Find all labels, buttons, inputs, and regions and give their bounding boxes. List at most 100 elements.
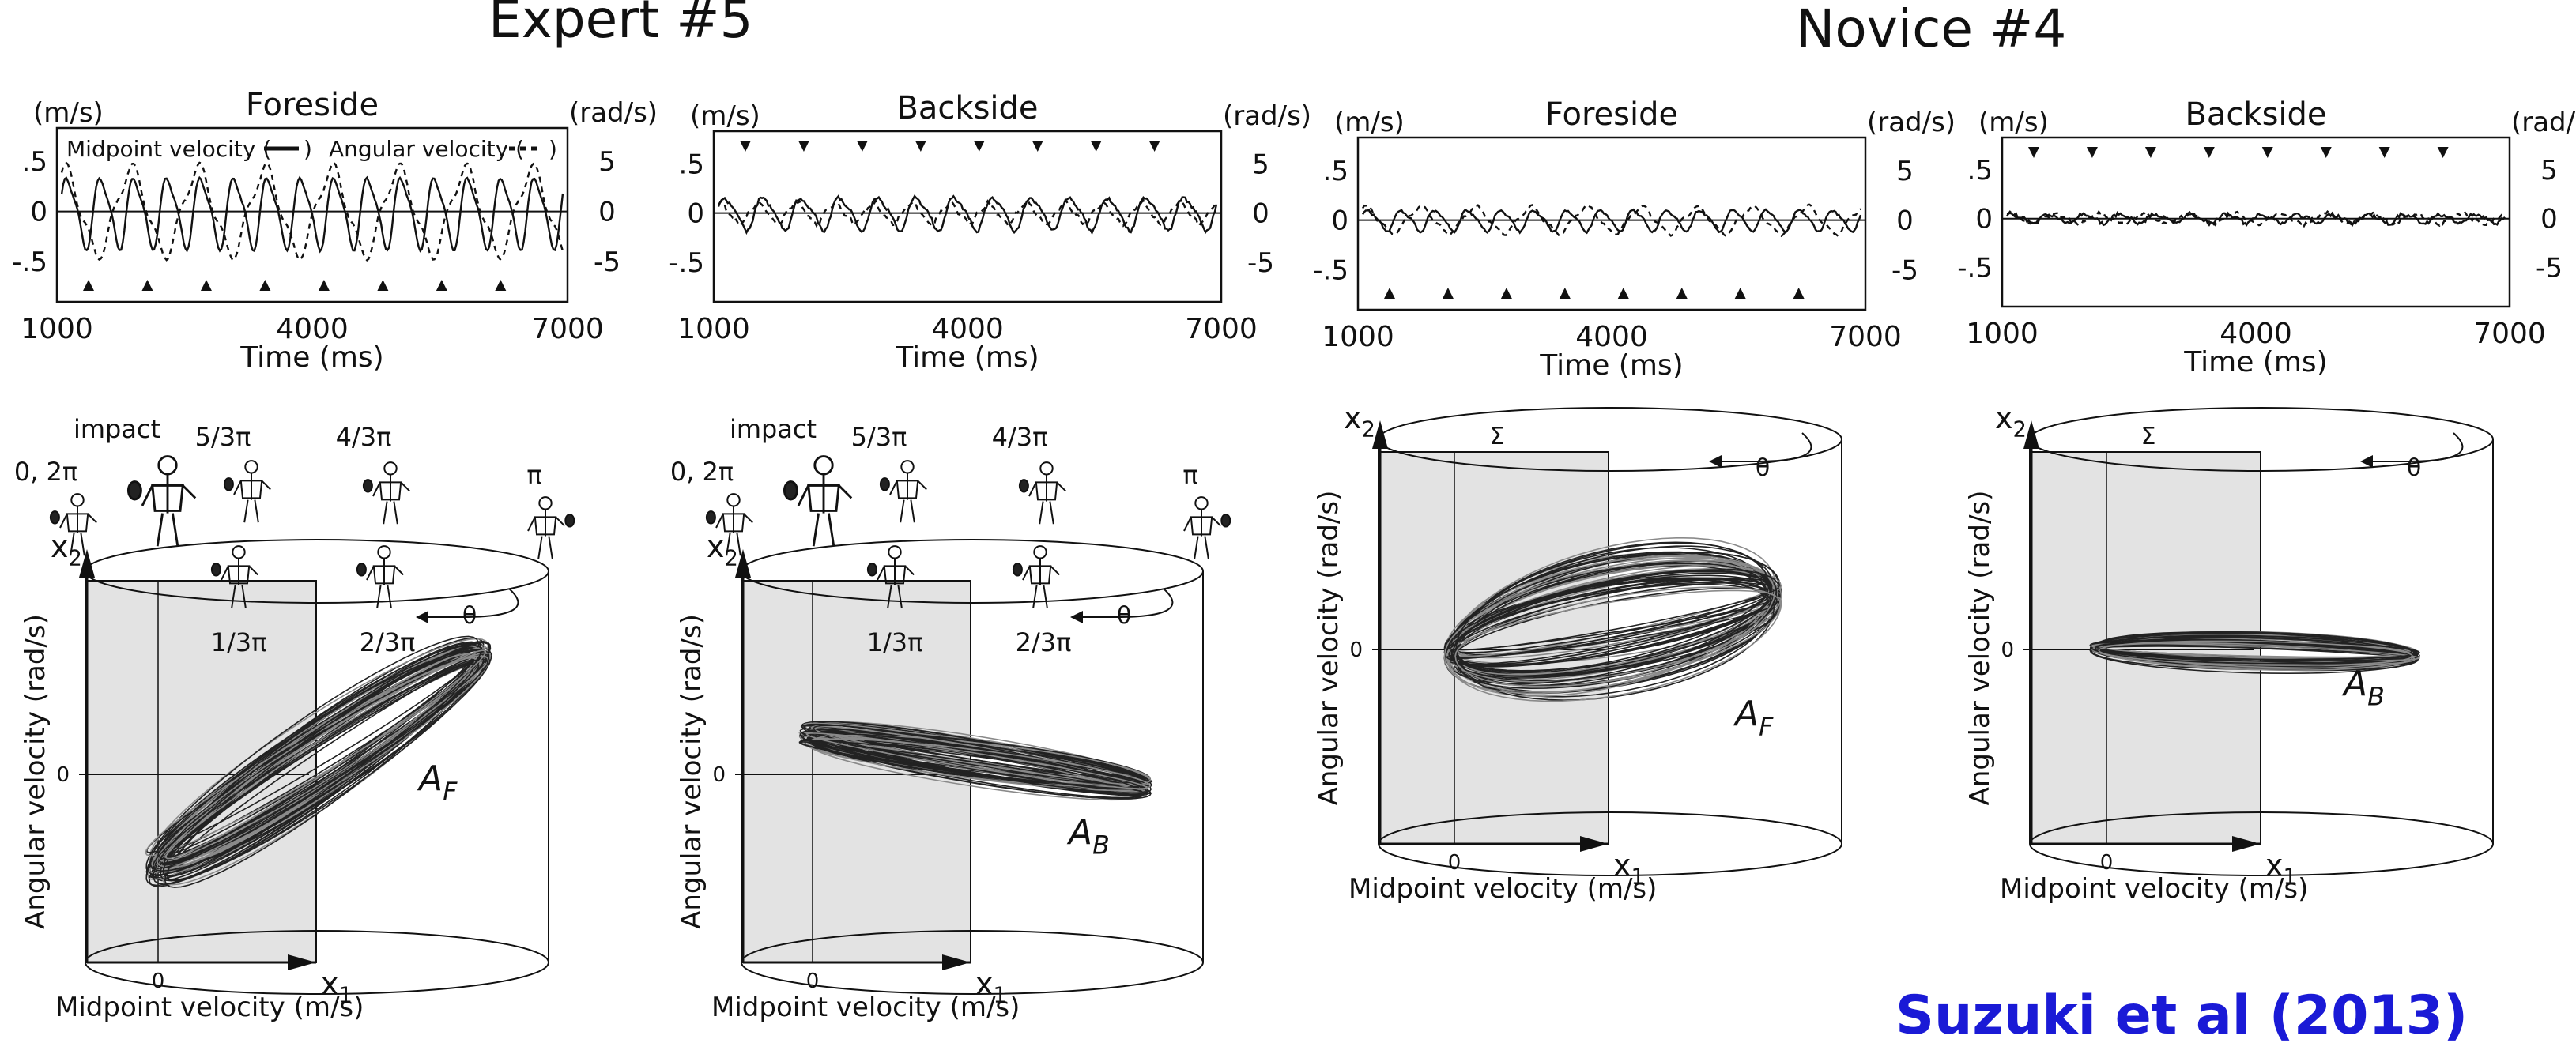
stroke-event-marker: [1032, 141, 1043, 152]
player-arms: [372, 481, 410, 497]
attractor-trajectories: [145, 635, 492, 888]
player-arms: [1022, 565, 1060, 581]
player-head: [244, 460, 258, 474]
player-arms: [877, 565, 915, 581]
player-legs: [231, 585, 247, 608]
timeseries-panel: Backside (m/s) (rad/s) .5 0 -.5 5 0 -5 1000 4000 70…: [1957, 96, 2576, 378]
right-axis-unit: (rad/s): [569, 97, 658, 129]
phase-figures: 0, 2π impact 5/3π 4/3π π 1/3π 2/3π: [14, 414, 575, 657]
cylinder-top: [741, 539, 1204, 604]
racket: [1018, 479, 1029, 493]
stroke-event-marker: [2437, 147, 2449, 158]
y-axis-label: Angular velocity (rad/s): [20, 614, 51, 929]
stroke-event-marker: [1500, 288, 1512, 299]
panel-title: Backside: [2185, 96, 2326, 133]
player-legs: [812, 513, 835, 547]
player-legs: [900, 499, 915, 523]
player-head: [1039, 461, 1054, 476]
y-axis-arrow: [735, 549, 751, 578]
trajectory-loop: [162, 645, 482, 877]
player-head: [232, 545, 246, 559]
rotation-arrowhead: [2360, 455, 2373, 468]
trajectory-loop: [165, 649, 487, 860]
x-axis-label: Midpoint velocity (m/s): [711, 992, 1020, 1023]
racket: [210, 563, 221, 577]
y-axis-symbol: x2: [1995, 401, 2027, 442]
theta-label: θ: [1117, 602, 1131, 630]
left-tick-label: .5: [679, 149, 704, 180]
right-tick-label: 0: [598, 197, 616, 228]
phase-label-p0: 0, 2π: [670, 457, 734, 487]
stroke-event-marker: [2028, 147, 2039, 158]
rotation-arrowhead: [1709, 455, 1722, 468]
sigma-label: Σ: [1490, 423, 1505, 450]
stroke-event-marker: [1676, 288, 1688, 299]
y-axis-symbol: x2: [1344, 401, 1375, 442]
left-tick-label: .5: [1967, 155, 1993, 186]
attractor-trajectories: [798, 721, 1153, 801]
x-axis-arrow: [942, 954, 971, 970]
trajectory-loop: [805, 732, 1148, 789]
player-figure: [783, 455, 853, 547]
player-shirt: [534, 516, 557, 536]
racket: [49, 510, 60, 525]
phase-label-p43: 4/3π: [336, 422, 392, 452]
plot-frame: [2001, 136, 2511, 308]
player-arms: [366, 565, 404, 581]
stroke-event-marker: [377, 280, 389, 291]
trajectory-loop: [1445, 555, 1782, 683]
player-arms: [1183, 516, 1221, 532]
phase-figures: 0, 2π impact 5/3π 4/3π π 1/3π 2/3π: [670, 414, 1231, 657]
trajectory-loop: [1452, 578, 1780, 672]
player-head: [813, 455, 834, 476]
x-axis-label: Midpoint velocity (m/s): [55, 992, 364, 1023]
x-axis-label: Time (ms): [2183, 346, 2327, 378]
stroke-event-marker: [1793, 288, 1805, 299]
right-tick-label: 5: [1896, 156, 1914, 187]
right-tick-label: 0: [1896, 205, 1914, 237]
x-tick-label: 4000: [276, 313, 349, 345]
player-shirt: [1190, 516, 1213, 536]
stroke-event-marker: [2320, 147, 2332, 158]
player-shirt: [227, 565, 251, 585]
angular-velocity-series: [1361, 203, 1861, 238]
player-legs: [1194, 536, 1209, 559]
stroke-event-marker: [200, 280, 212, 291]
x-axis-label: Midpoint velocity (m/s): [1348, 873, 1657, 905]
left-tick-label: -.5: [1957, 252, 1993, 284]
x-tick-label: 1000: [21, 313, 93, 345]
phase-label-p13: 1/3π: [211, 627, 267, 657]
left-tick-label: -.5: [669, 247, 704, 279]
player-figure: [1012, 545, 1060, 608]
legend-close-paren: ): [304, 136, 312, 162]
player-head: [1194, 496, 1209, 510]
stroke-event-marker: [495, 280, 507, 291]
player-head: [157, 455, 178, 476]
angular-velocity-series: [60, 161, 564, 262]
stroke-event-marker: [1617, 288, 1629, 299]
x-axis-label: Time (ms): [239, 341, 383, 374]
poincare-section-plane: [86, 580, 317, 963]
player-arms: [221, 565, 258, 581]
stroke-event-marker: [436, 280, 447, 291]
player-arms: [1028, 481, 1066, 497]
left-tick-label: .5: [22, 146, 47, 178]
x-axis-symbol: x1: [2265, 848, 2297, 890]
stroke-event-marker: [2144, 147, 2156, 158]
stroke-event-marker: [1090, 141, 1102, 152]
attractor-label: AB: [1066, 812, 1110, 860]
player-arms: [715, 513, 753, 529]
right-tick-label: -5: [594, 247, 620, 278]
player-shirt: [807, 484, 840, 512]
y-zero-label: 0: [1349, 638, 1363, 662]
player-arms: [889, 480, 927, 495]
angular-velocity-series: [2006, 209, 2506, 228]
phase-portrait-panel: 0 0 x2 x1 Angular velocity (rad/s) Midpoint v…: [1964, 401, 2494, 905]
left-tick-label: -.5: [1313, 254, 1348, 286]
phase-label-p23: 2/3π: [1016, 627, 1072, 657]
left-tick-label: 0: [1331, 205, 1348, 237]
attractor-label: AF: [417, 759, 458, 806]
stroke-event-marker: [2203, 147, 2215, 158]
player-head: [888, 545, 902, 559]
phase-label-impact: impact: [730, 414, 817, 444]
